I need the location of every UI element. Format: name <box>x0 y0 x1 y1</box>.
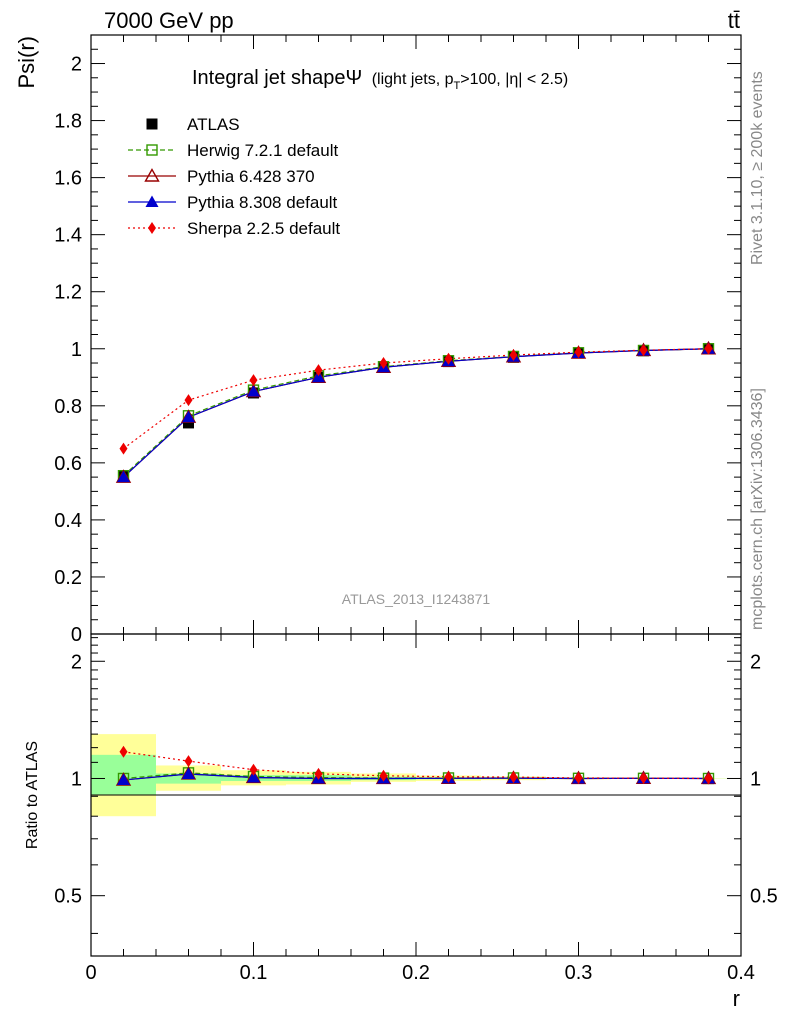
plot-title-sub: T <box>454 80 461 92</box>
y-tick-label: 0 <box>71 624 82 646</box>
legend-label: Pythia 8.308 default <box>187 193 338 212</box>
series-point-3 <box>444 352 453 365</box>
x-tick-label: 0.3 <box>565 962 593 984</box>
analysis-watermark: ATLAS_2013_I1243871 <box>342 591 491 607</box>
ratio-point-2 <box>117 773 130 786</box>
ratio-point-3 <box>379 769 388 782</box>
y-tick-label: 1.2 <box>54 282 82 304</box>
y-tick-label: 1.6 <box>54 168 82 190</box>
ratio-y-tick-label-right: 2 <box>750 651 761 673</box>
header-left: 7000 GeV pp <box>104 8 234 33</box>
legend-marker <box>144 168 160 182</box>
data-point <box>183 417 194 429</box>
x-tick-label: 0.1 <box>240 962 268 984</box>
ratio-point-3 <box>249 763 258 776</box>
main-series-lines <box>123 348 709 478</box>
y-axis-label: Psi(r) <box>14 36 39 89</box>
ratio-series-lines <box>123 751 709 781</box>
ratio-point-3 <box>639 772 648 785</box>
ratio-y-axis-label: Ratio to ATLAS <box>24 741 41 849</box>
plot-title-tail: >100, |η| < 2.5) <box>460 71 568 88</box>
ratio-markers <box>115 745 717 786</box>
ratio-y-tick-label: 1 <box>71 768 82 790</box>
ratio-axis-ticks: 0.5 0.5 1 1 2 2 0 0.1 0.2 0.3 0.4 <box>54 634 778 984</box>
legend-label: ATLAS <box>187 115 240 134</box>
series-point-2 <box>182 410 195 423</box>
legend-marker <box>146 118 158 130</box>
series-point-2 <box>117 470 130 483</box>
legend: ATLAS Herwig 7.2.1 default Pythia 6.428 37… <box>128 115 340 238</box>
series-point-3 <box>249 374 258 387</box>
x-tick-label: 0.2 <box>402 962 430 984</box>
ratio-point-3 <box>444 770 453 783</box>
y-tick-label: 1 <box>71 339 82 361</box>
x-tick-label: 0.4 <box>727 962 755 984</box>
x-axis-label: r <box>733 986 740 1011</box>
series-line-1 <box>123 348 709 478</box>
y-tick-label: 0.8 <box>54 396 82 418</box>
y-tick-label: 2 <box>71 54 82 76</box>
ratio-series-line-2 <box>123 773 709 781</box>
series-line-3 <box>123 348 709 450</box>
series-point-3 <box>119 442 128 455</box>
plot-title-suffix: (light jets, p <box>372 71 454 88</box>
main-axis-ticks: 0.2 0.4 0.6 0.8 1 1.2 1.4 1.6 1.8 2 0 <box>54 34 742 646</box>
ratio-y-tick-label: 2 <box>71 651 82 673</box>
y-tick-label: 0.4 <box>54 510 82 532</box>
y-tick-label: 1.4 <box>54 225 82 247</box>
ratio-y-tick-label-right: 0.5 <box>750 886 778 908</box>
ratio-point-3 <box>574 771 583 784</box>
header-right: tt̄ <box>728 8 740 33</box>
ratio-point-3 <box>119 745 128 758</box>
y-tick-label: 1.8 <box>54 111 82 133</box>
plot-title: Integral jet shapeΨ (light jets, pT>100,… <box>192 67 568 92</box>
series-point-3 <box>509 349 518 362</box>
series-point-2 <box>312 370 325 383</box>
mcplots-label: mcplots.cern.ch [arXiv:1306.3436] <box>749 388 766 630</box>
y-tick-label: 0.6 <box>54 453 82 475</box>
series-point-3 <box>379 357 388 370</box>
main-markers <box>115 340 717 483</box>
legend-marker <box>148 222 156 234</box>
ratio-point-3 <box>184 755 193 768</box>
legend-label: Pythia 6.428 370 <box>187 167 315 186</box>
series-point-3 <box>574 346 583 359</box>
ratio-point-3 <box>704 772 713 785</box>
ratio-point-2 <box>182 767 195 779</box>
x-tick-label: 0 <box>85 962 96 984</box>
legend-marker <box>145 195 159 207</box>
ratio-point-3 <box>509 771 518 784</box>
ratio-y-tick-label-right: 1 <box>750 768 761 790</box>
ratio-y-tick-label: 0.5 <box>54 886 82 908</box>
series-point-3 <box>704 342 713 355</box>
legend-label: Herwig 7.2.1 default <box>187 141 338 160</box>
series-point-3 <box>639 344 648 357</box>
series-line-0 <box>123 348 709 477</box>
ratio-point-2 <box>247 770 260 783</box>
series-line-2 <box>123 348 709 478</box>
plot-title-main: Integral jet shapeΨ <box>192 67 362 89</box>
y-tick-label: 0.2 <box>54 567 82 589</box>
series-point-2 <box>247 385 260 397</box>
series-point-3 <box>184 394 193 407</box>
legend-marker <box>146 144 158 156</box>
ratio-point-3 <box>314 767 323 780</box>
rivet-label: Rivet 3.1.10, ≥ 200k events <box>749 71 766 265</box>
series-point-3 <box>314 364 323 377</box>
legend-label: Sherpa 2.2.5 default <box>187 219 340 238</box>
